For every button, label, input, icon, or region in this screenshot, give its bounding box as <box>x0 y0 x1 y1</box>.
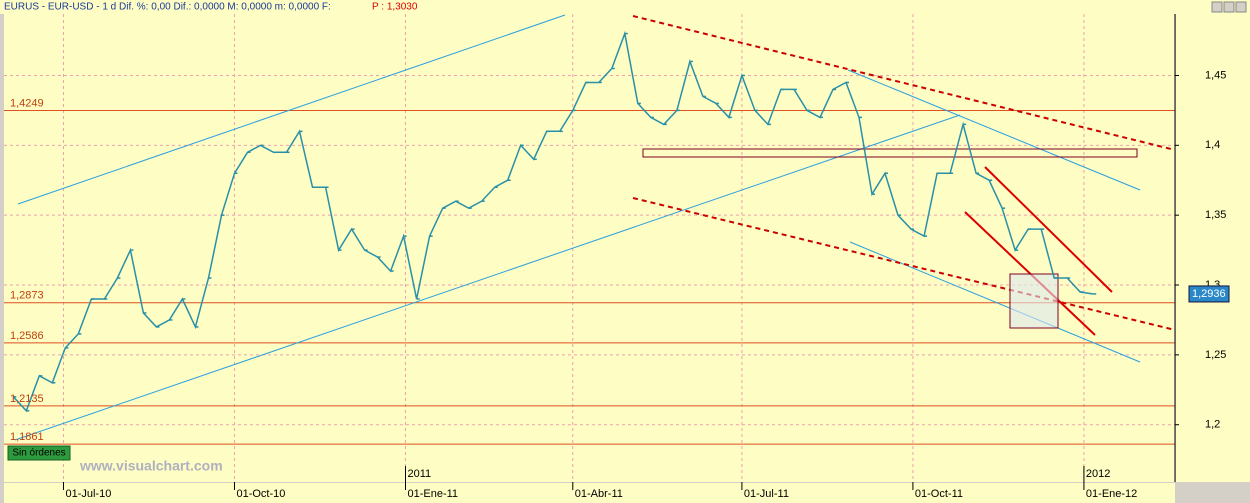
header-price: P : 1,3030 <box>372 2 418 13</box>
trend-line <box>14 114 961 441</box>
maximize-button[interactable] <box>1223 1 1235 13</box>
x-tick-label: 01-Oct-11 <box>915 488 963 500</box>
x-axis-area <box>4 483 1175 503</box>
level-label: 1,2135 <box>10 393 44 405</box>
range-box <box>1009 273 1059 329</box>
y-tick-label: 1,25 <box>1205 349 1226 361</box>
trend-line <box>632 197 1176 331</box>
level-label: 1,2586 <box>10 330 44 342</box>
price-line <box>12 30 1094 413</box>
x-tick-label: 01-Jul-10 <box>65 488 111 500</box>
y-tick-label: 1,4 <box>1205 139 1220 151</box>
x-tick-label: 01-Oct-10 <box>236 488 285 500</box>
trend-line <box>632 15 1176 151</box>
year-label: 2011 <box>407 468 431 480</box>
level-label: 1,4249 <box>10 97 44 109</box>
trend-line <box>847 69 1141 191</box>
y-tick-label: 1,2 <box>1205 419 1220 431</box>
y-axis-area <box>1176 14 1250 482</box>
level-label: 1,1861 <box>10 431 44 443</box>
x-tick-label: 01-Jul-11 <box>744 488 789 500</box>
year-label: 2012 <box>1086 468 1110 480</box>
trend-line <box>984 166 1113 293</box>
watermark: www.visualchart.com <box>79 458 223 474</box>
range-box <box>642 148 1138 158</box>
drawings <box>14 14 1176 441</box>
y-tick-label: 1,45 <box>1205 69 1226 81</box>
close-button[interactable] <box>1235 1 1247 13</box>
orders-badge[interactable] <box>7 445 71 461</box>
orders-badge-text: Sin órdenes <box>12 448 65 459</box>
trend-line <box>17 14 566 205</box>
last-price-box <box>1188 285 1230 303</box>
grid <box>4 14 1175 482</box>
marks <box>12 30 1097 413</box>
plot-area <box>4 14 1175 482</box>
x-tick-label: 01-Abr-11 <box>575 488 623 500</box>
x-tick-label: 01-Ene-12 <box>1086 488 1137 500</box>
last-price-label: 1,2936 <box>1192 288 1226 300</box>
x-tick-label: 01-Ene-11 <box>407 488 458 500</box>
level-label: 1,2873 <box>10 290 44 302</box>
header-bar <box>0 0 1250 14</box>
header-symbol: EURUS - EUR-USD - 1 d Dif. %: 0,00 Dif.:… <box>4 2 331 13</box>
y-tick-label: 1,35 <box>1205 209 1226 221</box>
minimize-button[interactable] <box>1211 1 1223 13</box>
